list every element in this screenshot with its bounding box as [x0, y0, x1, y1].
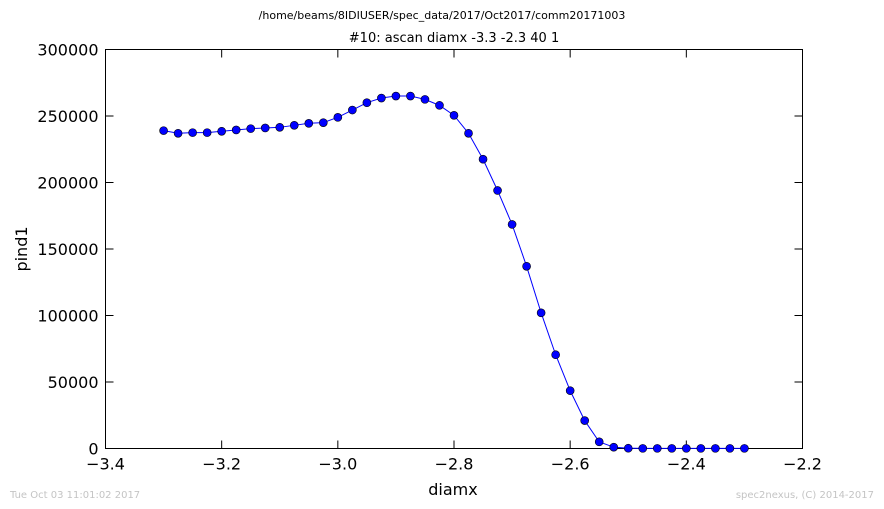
x-tick-label: −2.6 — [551, 455, 590, 474]
data-point — [246, 124, 256, 133]
y-tick-label: 200000 — [37, 174, 98, 193]
data-point — [580, 416, 589, 425]
data-point — [289, 121, 299, 130]
data-point — [333, 113, 343, 122]
y-tick-label: 100000 — [37, 307, 98, 326]
data-point — [740, 444, 749, 453]
data-point — [493, 186, 502, 195]
data-point — [449, 111, 459, 120]
data-series — [159, 91, 749, 453]
data-point — [377, 93, 386, 103]
footer-timestamp: Tue Oct 03 11:01:02 2017 — [9, 490, 140, 501]
data-point — [420, 95, 430, 104]
data-point — [711, 444, 720, 453]
data-point — [609, 442, 619, 452]
data-point — [231, 125, 241, 135]
data-point — [638, 444, 648, 453]
data-point — [188, 128, 197, 137]
data-point — [173, 128, 183, 138]
data-point — [362, 98, 372, 107]
data-point — [202, 128, 212, 137]
data-point — [667, 444, 677, 453]
plot-area-frame — [105, 49, 803, 449]
data-point — [594, 437, 604, 447]
y-tick-label: 0 — [88, 440, 98, 459]
data-point — [217, 126, 226, 136]
x-tick-label: −3.0 — [318, 455, 357, 474]
data-point — [435, 101, 444, 110]
data-point — [275, 123, 285, 132]
x-tick-label: −3.2 — [202, 455, 241, 474]
data-point — [406, 91, 415, 101]
data-point — [725, 444, 735, 453]
x-tick-label: −2.8 — [435, 455, 474, 474]
data-point — [319, 118, 328, 127]
x-tick-label: −2.2 — [783, 455, 822, 474]
data-point — [536, 308, 546, 318]
data-point — [348, 105, 357, 115]
data-point — [391, 91, 401, 101]
y-tick-label: 250000 — [37, 107, 98, 126]
x-tick-label: −3.4 — [86, 455, 125, 474]
data-point — [696, 444, 706, 453]
data-point — [159, 126, 168, 135]
x-axis-label: diamx — [428, 480, 477, 499]
data-point — [652, 444, 662, 453]
y-tick-label: 150000 — [37, 240, 98, 259]
y-axis-label: pind1 — [12, 226, 31, 271]
y-tick-label: 50000 — [48, 373, 99, 392]
data-point — [565, 386, 575, 395]
x-tick-label: −2.4 — [667, 455, 706, 474]
y-tick-label: 300000 — [37, 41, 98, 60]
data-point — [304, 119, 314, 128]
data-point — [478, 154, 488, 164]
axis-ticks: −3.4 −3.2 −3.0 −2.8 −2.6 −2.4 −2.2 0 50000 100000… — [37, 41, 822, 474]
data-point — [623, 443, 633, 453]
page-path-title: /home/beams/8IDIUSER/spec_data/2017/Oct2… — [259, 9, 626, 22]
footer-credit: spec2nexus, (C) 2014-2017 — [736, 490, 874, 501]
plot-axes — [105, 49, 803, 449]
chart-title: #10: ascan diamx -3.3 -2.3 40 1 — [349, 31, 559, 46]
data-point — [507, 220, 517, 229]
data-point — [260, 123, 270, 133]
data-point — [464, 128, 473, 138]
data-point — [682, 444, 691, 453]
data-point — [551, 350, 560, 360]
data-point — [522, 261, 531, 271]
